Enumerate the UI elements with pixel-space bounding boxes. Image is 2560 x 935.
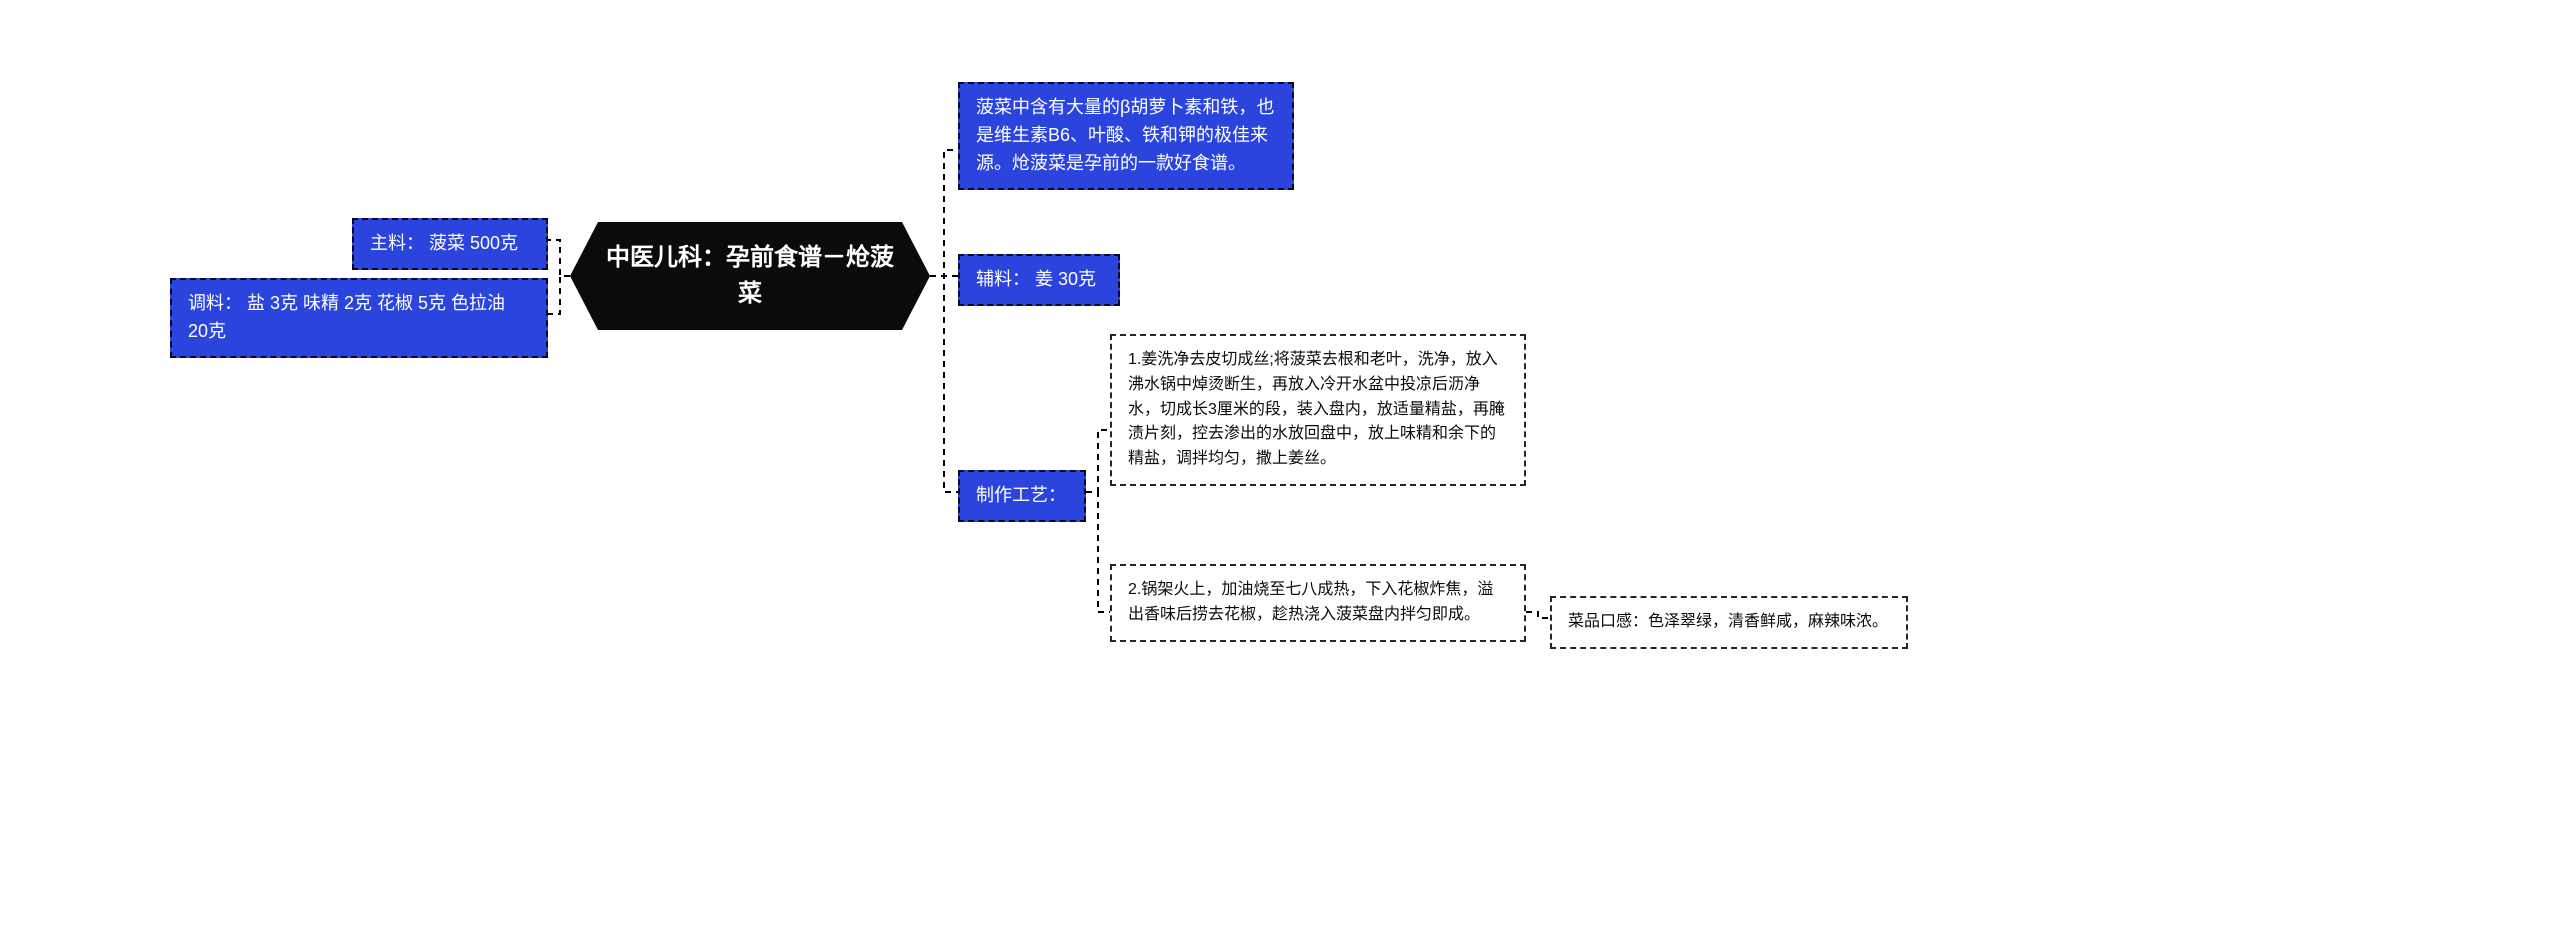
node-tiaoliao-text: 调料： 盐 3克 味精 2克 花椒 5克 色拉油 20克 <box>188 293 505 341</box>
node-step1: 1.姜洗净去皮切成丝;将菠菜去根和老叶，洗净，放入沸水锅中焯烫断生，再放入冷开水… <box>1110 334 1526 486</box>
node-fuliao-text: 辅料： 姜 30克 <box>976 269 1096 289</box>
center-text: 中医儿科：孕前食谱－炝菠菜 <box>606 244 894 307</box>
node-tiaoliao: 调料： 盐 3克 味精 2克 花椒 5克 色拉油 20克 <box>170 278 548 358</box>
center-node: 中医儿科：孕前食谱－炝菠菜 <box>570 222 930 330</box>
node-desc: 菠菜中含有大量的β胡萝卜素和铁，也是维生素B6、叶酸、铁和钾的极佳来源。炝菠菜是… <box>958 82 1294 190</box>
node-zhuliao: 主料： 菠菜 500克 <box>352 218 548 270</box>
node-gongyi-text: 制作工艺： <box>976 485 1066 505</box>
node-fuliao: 辅料： 姜 30克 <box>958 254 1120 306</box>
node-step1-text: 1.姜洗净去皮切成丝;将菠菜去根和老叶，洗净，放入沸水锅中焯烫断生，再放入冷开水… <box>1128 351 1505 467</box>
node-desc-text: 菠菜中含有大量的β胡萝卜素和铁，也是维生素B6、叶酸、铁和钾的极佳来源。炝菠菜是… <box>976 97 1274 173</box>
node-koukan-text: 菜品口感：色泽翠绿，清香鲜咸，麻辣味浓。 <box>1568 613 1888 630</box>
node-step2: 2.锅架火上，加油烧至七八成热，下入花椒炸焦，溢出香味后捞去花椒，趁热浇入菠菜盘… <box>1110 564 1526 642</box>
node-gongyi: 制作工艺： <box>958 470 1086 522</box>
node-step2-text: 2.锅架火上，加油烧至七八成热，下入花椒炸焦，溢出香味后捞去花椒，趁热浇入菠菜盘… <box>1128 581 1493 623</box>
node-zhuliao-text: 主料： 菠菜 500克 <box>370 233 518 253</box>
node-koukan: 菜品口感：色泽翠绿，清香鲜咸，麻辣味浓。 <box>1550 596 1908 649</box>
